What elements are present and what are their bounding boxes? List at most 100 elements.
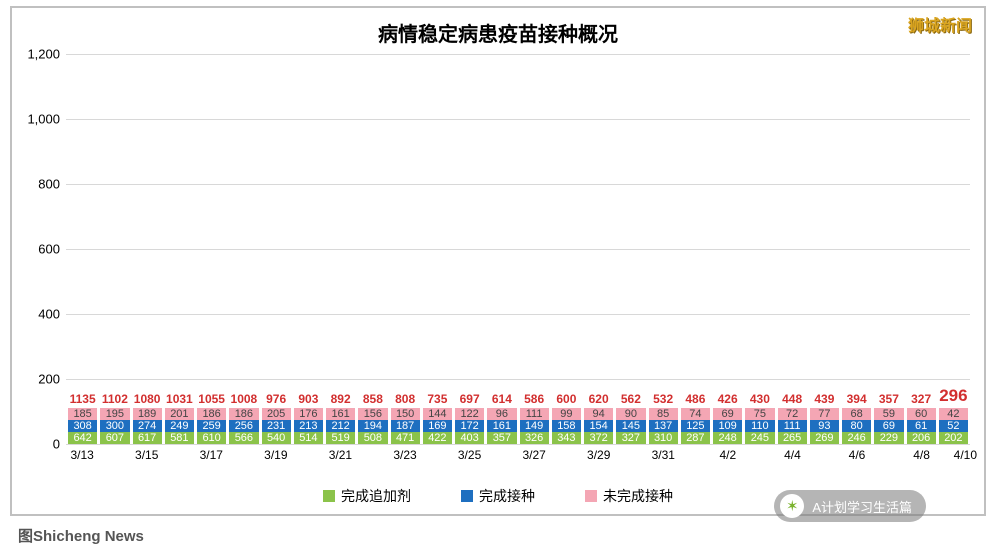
bar-segment-partial: 176 bbox=[294, 408, 323, 420]
bar-group: 161212519892 bbox=[326, 408, 355, 444]
bar-group: 75110245430 bbox=[745, 408, 774, 444]
bar-segment-booster: 269 bbox=[810, 432, 839, 444]
wechat-label: A计划学习生活篇 bbox=[812, 497, 912, 516]
bar-segment-booster: 610 bbox=[197, 432, 226, 444]
bar-segment-booster: 248 bbox=[713, 432, 742, 444]
bar-group: 6880246394 bbox=[842, 408, 871, 444]
bar-segment-booster: 246 bbox=[842, 432, 871, 444]
bar-segment-full: 145 bbox=[616, 420, 645, 432]
bar-segment-partial: 150 bbox=[391, 408, 420, 420]
legend-item: 完成追加剂 bbox=[323, 486, 411, 506]
bar-segment-booster: 566 bbox=[229, 432, 258, 444]
bar-segment-full: 111 bbox=[778, 420, 807, 432]
total-label: 735 bbox=[427, 392, 447, 406]
bar-segment-booster: 327 bbox=[616, 432, 645, 444]
bar-group: 74125287486 bbox=[681, 408, 710, 444]
total-label: 808 bbox=[395, 392, 415, 406]
bar-segment-booster: 287 bbox=[681, 432, 710, 444]
bar-group: 69109248426 bbox=[713, 408, 742, 444]
y-tick-label: 400 bbox=[38, 306, 60, 321]
bar-group: 6061206327 bbox=[907, 408, 936, 444]
bar-segment-partial: 42 bbox=[939, 408, 968, 420]
total-label: 1080 bbox=[134, 392, 161, 406]
bar-segment-partial: 72 bbox=[778, 408, 807, 420]
bar-segment-partial: 96 bbox=[487, 408, 516, 420]
bar-group: 122172403697 bbox=[455, 408, 484, 444]
bar-segment-full: 213 bbox=[294, 420, 323, 432]
bar-group: 99158343600 bbox=[552, 408, 581, 444]
total-label: 532 bbox=[653, 392, 673, 406]
bar-group: 1892746171080 bbox=[133, 408, 162, 444]
legend-swatch bbox=[585, 490, 597, 502]
bar-segment-partial: 59 bbox=[874, 408, 903, 420]
y-tick-label: 1,200 bbox=[27, 47, 60, 62]
x-tick-label: 3/17 bbox=[200, 448, 223, 462]
bar-segment-full: 256 bbox=[229, 420, 258, 432]
bar-segment-partial: 122 bbox=[455, 408, 484, 420]
bar-segment-full: 249 bbox=[165, 420, 194, 432]
total-label: 697 bbox=[460, 392, 480, 406]
bar-group: 5969229357 bbox=[874, 408, 903, 444]
x-tick-label: 3/15 bbox=[135, 448, 158, 462]
x-tick-label: 3/23 bbox=[393, 448, 416, 462]
bar-segment-booster: 540 bbox=[262, 432, 291, 444]
bar-segment-partial: 111 bbox=[520, 408, 549, 420]
total-label: 586 bbox=[524, 392, 544, 406]
total-label: 486 bbox=[685, 392, 705, 406]
bar-group: 2012495811031 bbox=[165, 408, 194, 444]
x-tick-label: 4/2 bbox=[720, 448, 737, 462]
bar-segment-partial: 60 bbox=[907, 408, 936, 420]
bar-segment-full: 80 bbox=[842, 420, 871, 432]
x-tick-label: 3/21 bbox=[329, 448, 352, 462]
bar-segment-partial: 189 bbox=[133, 408, 162, 420]
bar-segment-booster: 265 bbox=[778, 432, 807, 444]
legend-item: 未完成接种 bbox=[585, 486, 673, 506]
bar-group: 150187471808 bbox=[391, 408, 420, 444]
bar-segment-booster: 508 bbox=[358, 432, 387, 444]
bar-segment-booster: 310 bbox=[649, 432, 678, 444]
watermark-top: 狮城新闻 bbox=[908, 12, 972, 36]
bar-segment-partial: 99 bbox=[552, 408, 581, 420]
bar-segment-full: 161 bbox=[487, 420, 516, 432]
grid-line bbox=[66, 184, 970, 185]
y-tick-label: 800 bbox=[38, 176, 60, 191]
bar-group: 144169422735 bbox=[423, 408, 452, 444]
grid-line bbox=[66, 119, 970, 120]
bar-segment-full: 110 bbox=[745, 420, 774, 432]
bar-segment-booster: 519 bbox=[326, 432, 355, 444]
total-label: 1031 bbox=[166, 392, 193, 406]
grid-line bbox=[66, 444, 970, 445]
bar-segment-booster: 245 bbox=[745, 432, 774, 444]
y-tick-label: 600 bbox=[38, 242, 60, 257]
bar-segment-booster: 607 bbox=[100, 432, 129, 444]
bar-segment-booster: 471 bbox=[391, 432, 420, 444]
bar-group: 111149326586 bbox=[520, 408, 549, 444]
bar-segment-partial: 77 bbox=[810, 408, 839, 420]
x-tick-label: 4/10 bbox=[954, 448, 977, 462]
bar-segment-booster: 326 bbox=[520, 432, 549, 444]
y-tick-label: 200 bbox=[38, 372, 60, 387]
bar-segment-full: 158 bbox=[552, 420, 581, 432]
grid-line bbox=[66, 54, 970, 55]
bar-group: 90145327562 bbox=[616, 408, 645, 444]
bar-segment-full: 212 bbox=[326, 420, 355, 432]
legend-swatch bbox=[323, 490, 335, 502]
plot-area: 1853086421135195300607110218927461710802… bbox=[66, 54, 970, 444]
bar-group: 1862565661008 bbox=[229, 408, 258, 444]
bar-segment-partial: 205 bbox=[262, 408, 291, 420]
bar-segment-partial: 75 bbox=[745, 408, 774, 420]
bar-segment-partial: 74 bbox=[681, 408, 710, 420]
x-tick-label: 3/27 bbox=[522, 448, 545, 462]
wechat-badge: ✶ A计划学习生活篇 bbox=[774, 490, 926, 522]
bar-segment-full: 274 bbox=[133, 420, 162, 432]
total-label: 562 bbox=[621, 392, 641, 406]
bar-segment-full: 109 bbox=[713, 420, 742, 432]
y-tick-label: 1,000 bbox=[27, 111, 60, 126]
bar-segment-partial: 144 bbox=[423, 408, 452, 420]
chart-container: 病情稳定病患疫苗接种概况 狮城新闻 1853086421135195300607… bbox=[10, 6, 986, 516]
bar-group: 205231540976 bbox=[262, 408, 291, 444]
bar-group: 156194508858 bbox=[358, 408, 387, 444]
bar-segment-partial: 85 bbox=[649, 408, 678, 420]
bar-segment-booster: 422 bbox=[423, 432, 452, 444]
bar-segment-booster: 642 bbox=[68, 432, 97, 444]
